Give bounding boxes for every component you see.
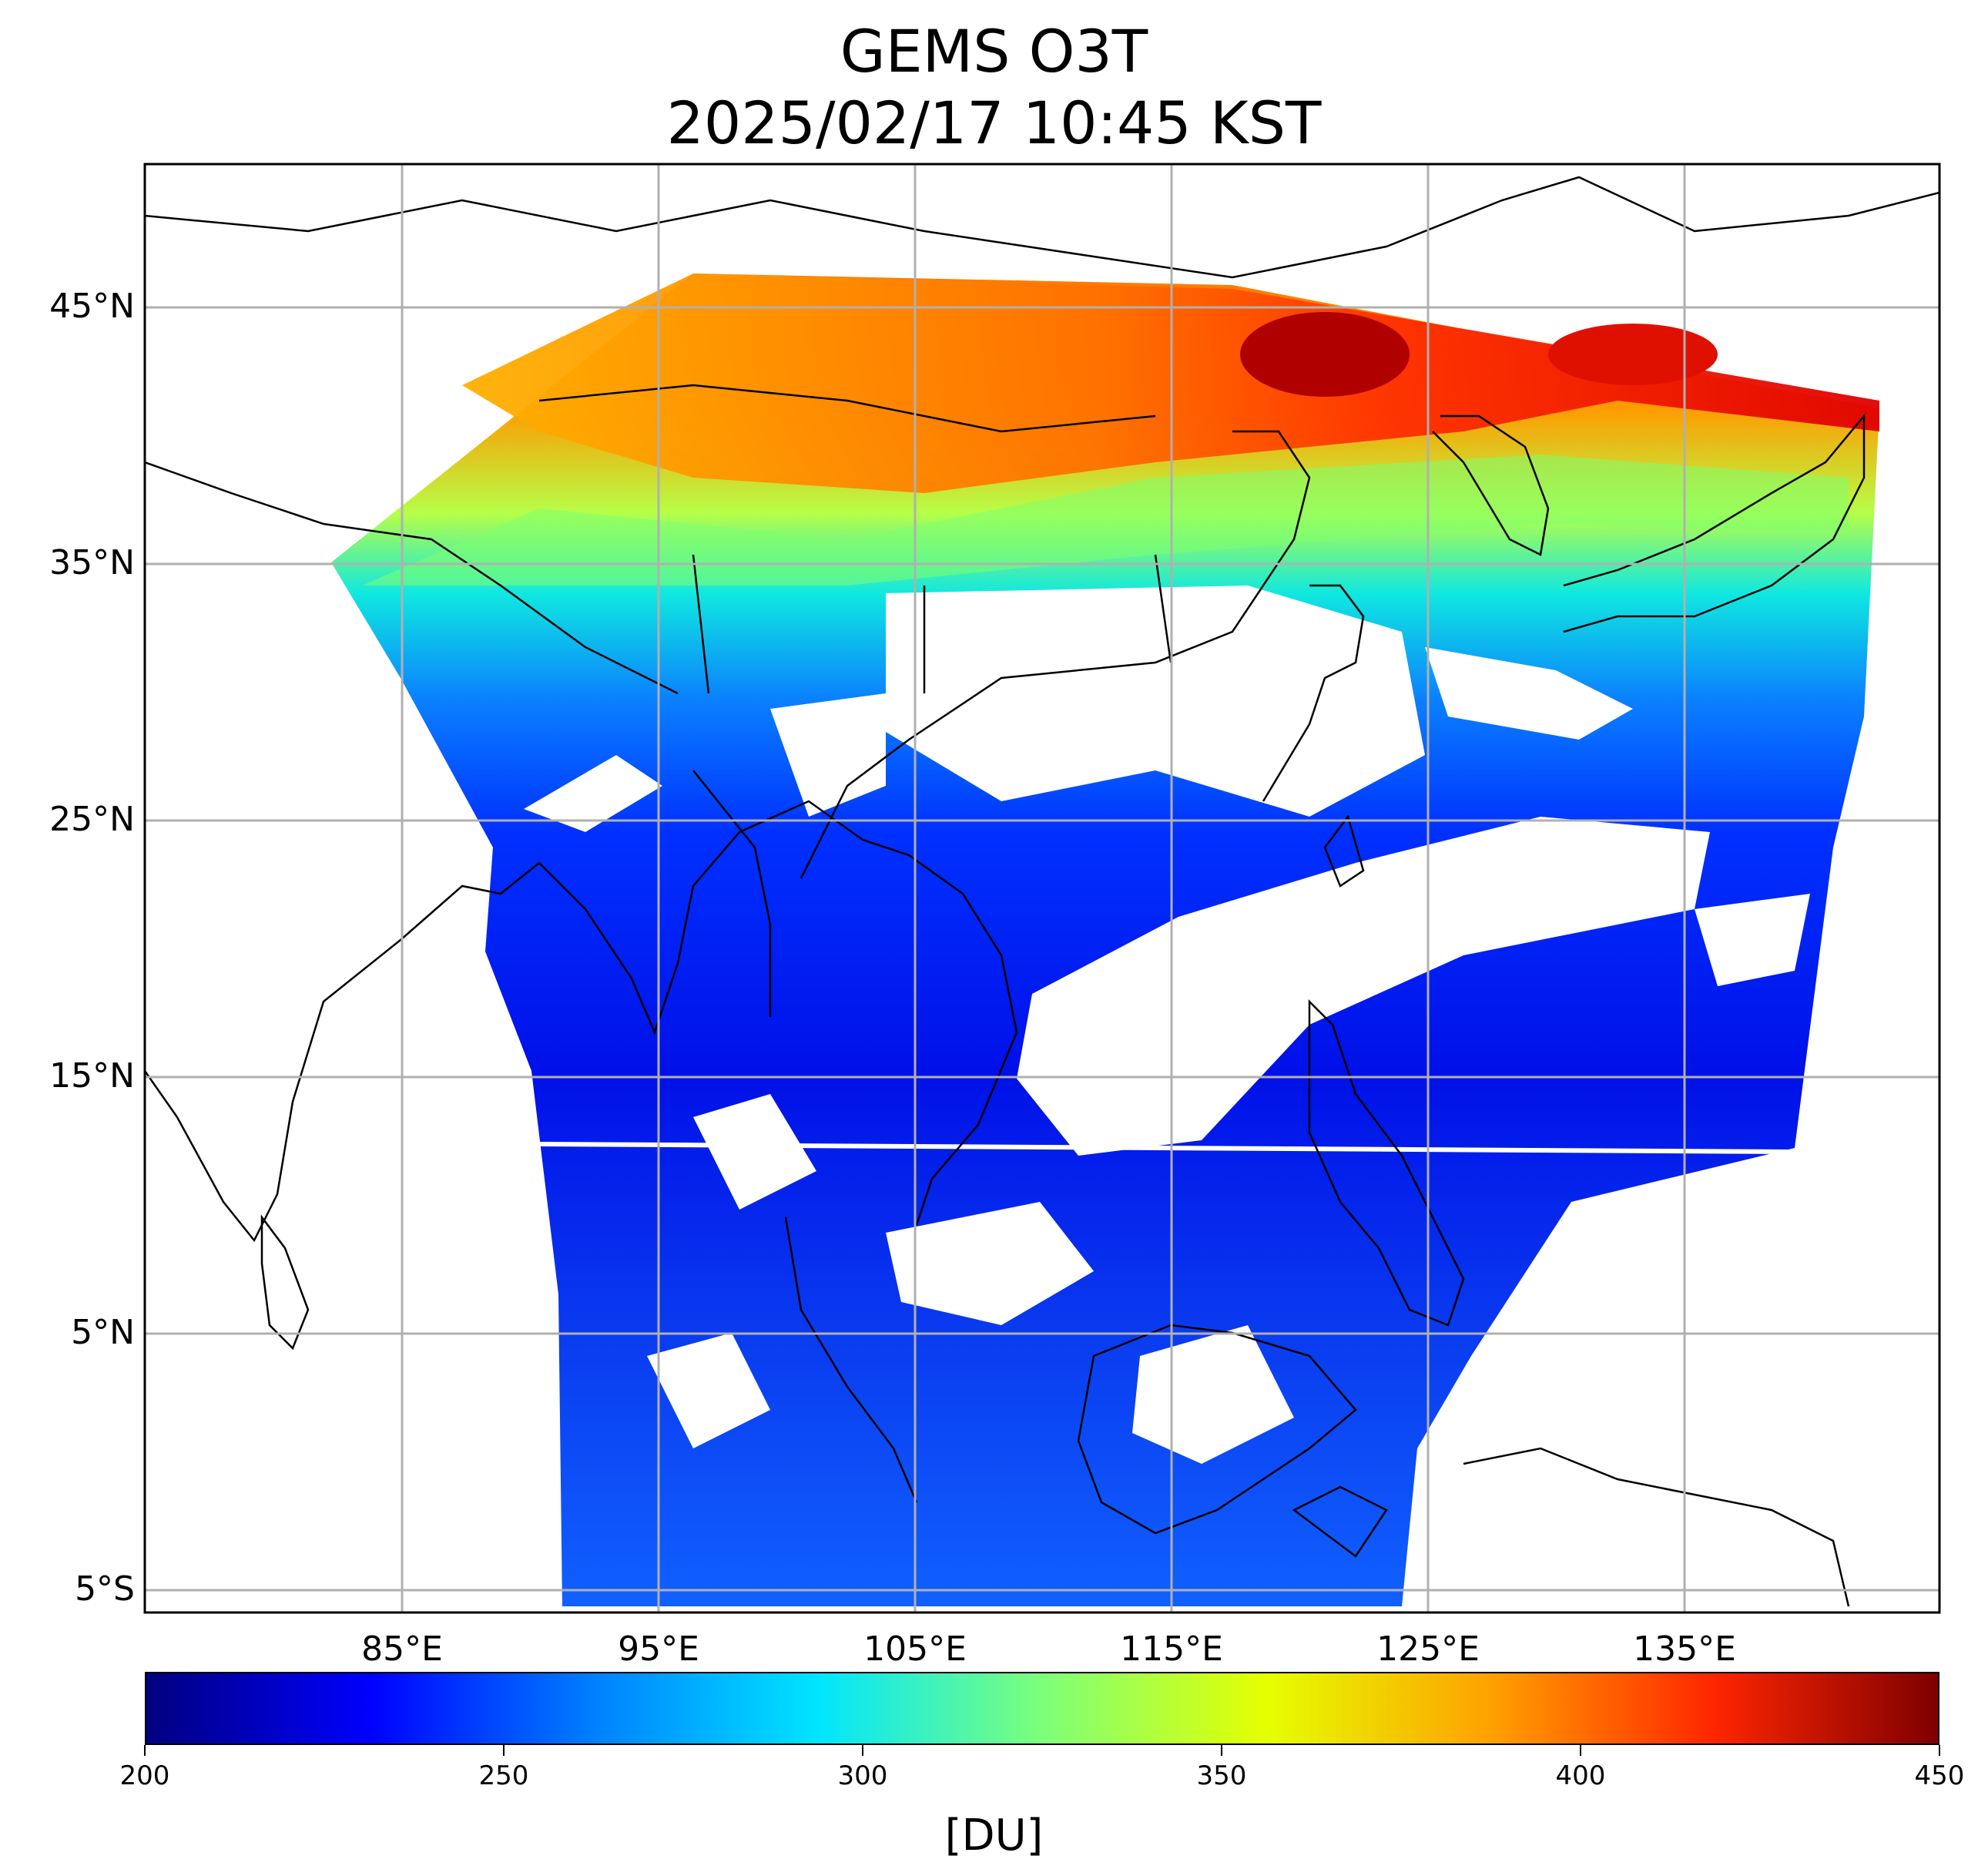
- colorbar: [145, 1672, 1939, 1745]
- lon-label-125e: 125°E: [1376, 1629, 1480, 1669]
- ozone-maximum-east: [1548, 324, 1718, 385]
- colorbar-tick-mark: [144, 1745, 146, 1756]
- lat-label-5n: 5°N: [71, 1313, 135, 1352]
- coastlines-borders: [145, 176, 1939, 1607]
- colorbar-tick-label: 300: [837, 1760, 888, 1791]
- scan-gap-line: [538, 1142, 1788, 1154]
- map-title: GEMS O3T: [840, 17, 1148, 86]
- colorbar-unit-label: [DU]: [944, 1811, 1044, 1861]
- graticule: [145, 164, 1939, 1613]
- lat-label-5s: 5°S: [75, 1569, 135, 1609]
- map-frame-border: [143, 163, 1941, 1614]
- lon-label-85e: 85°E: [361, 1629, 443, 1669]
- map-subtitle-datetime: 2025/02/17 10:45 KST: [666, 89, 1322, 157]
- colorbar-tick-mark: [862, 1745, 863, 1756]
- lon-label-135e: 135°E: [1633, 1629, 1736, 1669]
- lon-label-115e: 115°E: [1120, 1629, 1223, 1669]
- colorbar-tick-mark: [1580, 1745, 1581, 1756]
- lon-label-105e: 105°E: [863, 1629, 967, 1669]
- colorbar-tick-label: 350: [1196, 1760, 1247, 1791]
- colorbar-tick-mark: [1939, 1745, 1940, 1756]
- colorbar-tick-mark: [1221, 1745, 1222, 1756]
- ozone-maximum: [1240, 312, 1410, 397]
- colorbar-tick-mark: [503, 1745, 505, 1756]
- colorbar-tick-label: 200: [119, 1760, 170, 1791]
- colorbar-tick-label: 250: [478, 1760, 529, 1791]
- ozone-mid-band: [362, 455, 1849, 586]
- lon-label-95e: 95°E: [618, 1629, 699, 1669]
- lat-label-45n: 45°N: [49, 287, 135, 326]
- cloud-gaps: [524, 586, 1810, 1464]
- colorbar-tick-label: 450: [1914, 1760, 1965, 1791]
- lat-label-25n: 25°N: [49, 800, 135, 839]
- ozone-swath: [331, 274, 1879, 1606]
- colorbar-tick-label: 400: [1555, 1760, 1606, 1791]
- lat-label-35n: 35°N: [49, 543, 135, 582]
- lat-label-15n: 15°N: [49, 1056, 135, 1096]
